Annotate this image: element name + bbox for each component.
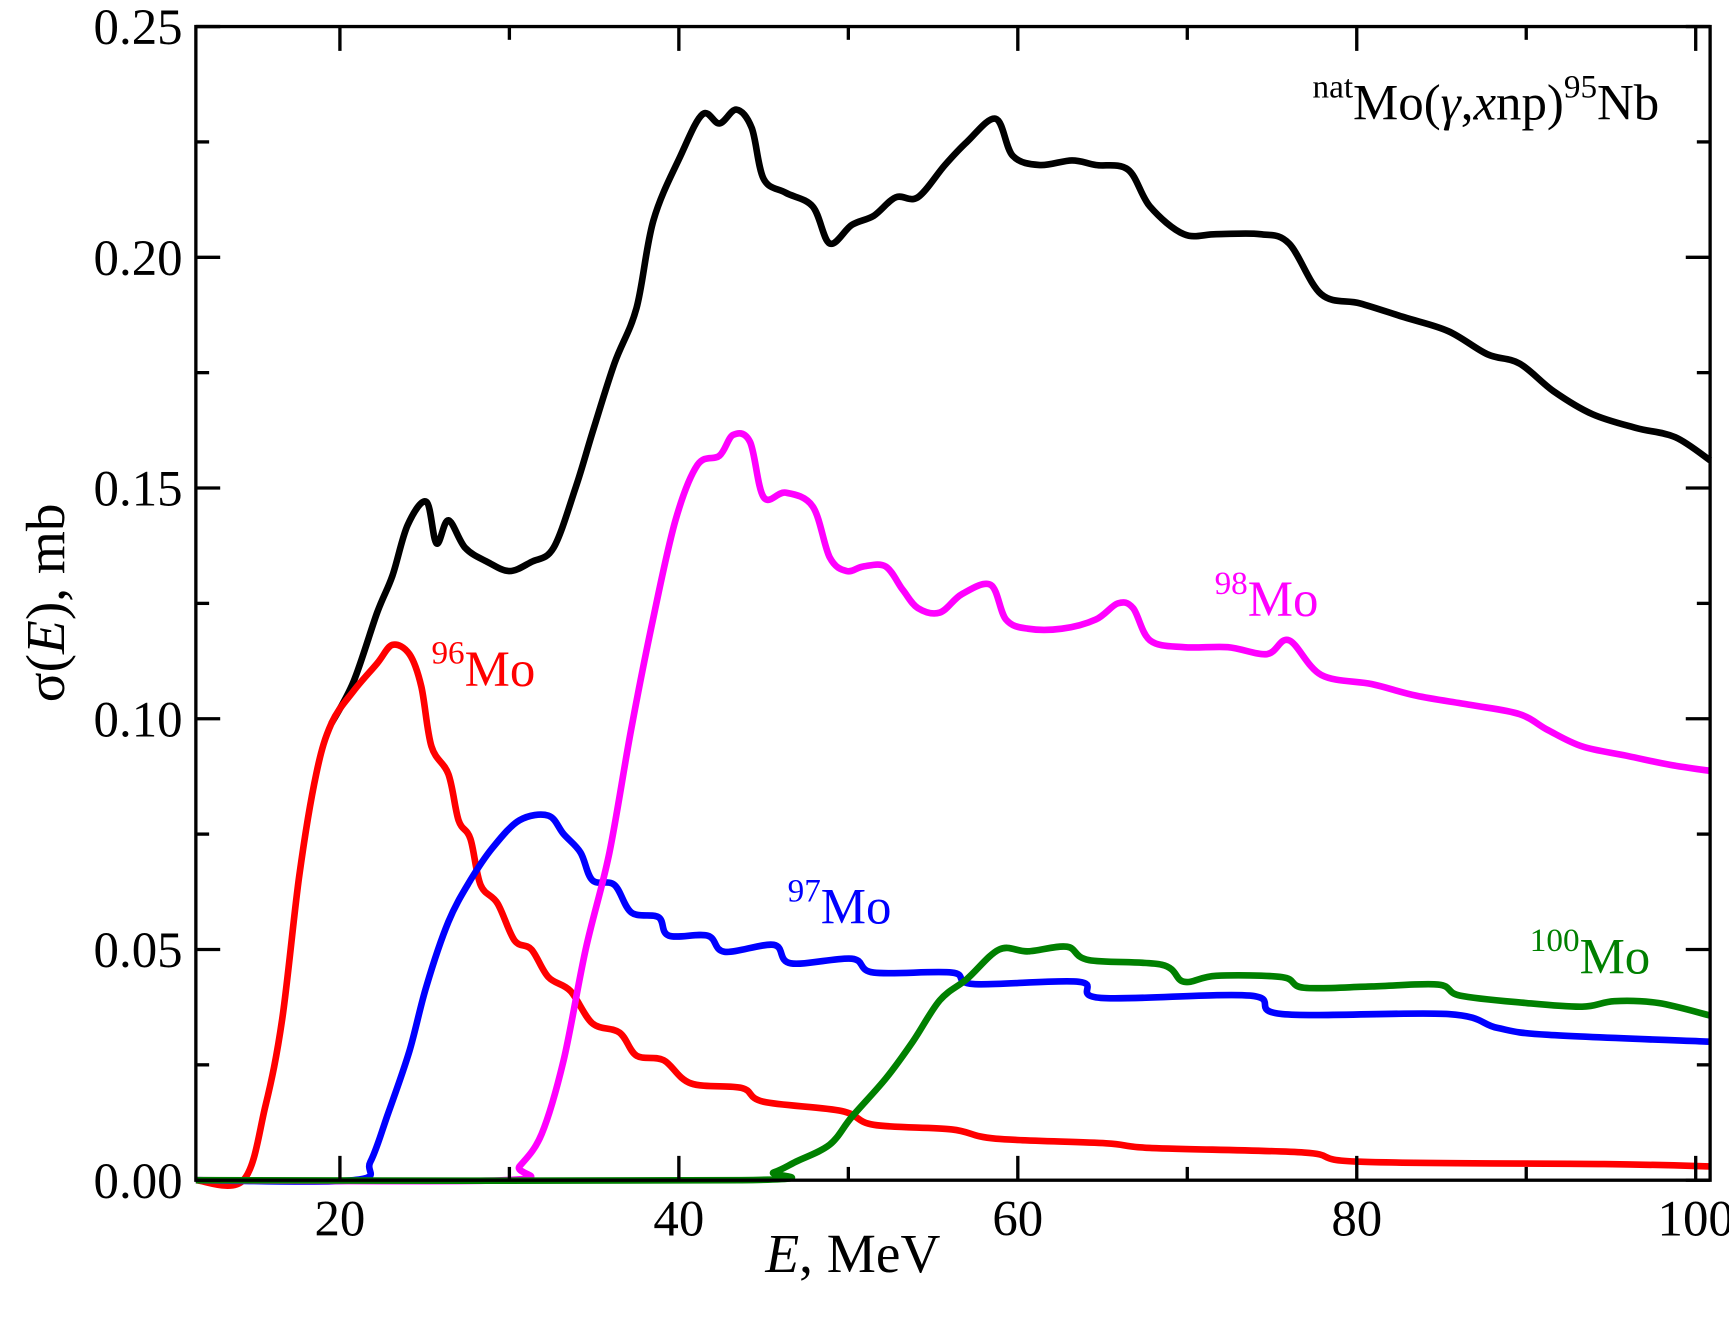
y-tick-labels: 0.00 0.05 0.10 0.15 0.20 0.25 <box>94 0 183 1210</box>
reaction-comma: , <box>1461 75 1474 131</box>
reaction-product: Nb <box>1597 75 1659 131</box>
label-100mo: 100Mo <box>1530 922 1650 985</box>
series-line-97mo <box>195 811 1711 1185</box>
label-98mo-mass: 98 <box>1215 565 1248 602</box>
x-tick-label: 40 <box>653 1192 704 1248</box>
y-axis-suffix: ), mb <box>15 503 76 620</box>
series-line-100mo <box>195 943 1711 1185</box>
y-axis-prefix: σ( <box>15 654 76 702</box>
label-96mo-mass: 96 <box>431 635 464 672</box>
y-axis-title: σ(E), mb <box>15 503 76 702</box>
x-tick-label: 80 <box>1331 1192 1382 1248</box>
reaction-rest: np) <box>1496 75 1564 131</box>
label-97mo-element: Mo <box>821 880 892 936</box>
x-axis-var: E <box>764 1223 799 1284</box>
ticks <box>195 24 1711 1182</box>
series-line-98mo <box>195 430 1711 1185</box>
label-98mo: 98Mo <box>1215 565 1319 628</box>
y-tick-label: 0.10 <box>94 692 183 748</box>
label-97mo: 97Mo <box>788 872 892 935</box>
y-tick-label: 0.05 <box>94 923 183 979</box>
label-96mo-element: Mo <box>465 642 536 698</box>
y-tick-label: 0.15 <box>94 462 183 518</box>
reaction-annotation: natMo(γ,xnp)95Nb <box>1313 68 1660 131</box>
curves <box>195 106 1713 1189</box>
y-tick-label: 0.20 <box>94 231 183 287</box>
label-98mo-element: Mo <box>1248 572 1319 628</box>
reaction-x: x <box>1472 75 1496 131</box>
y-axis-var: E <box>15 620 76 655</box>
x-axis-title: E, MeV <box>764 1223 940 1284</box>
y-tick-label: 0.00 <box>94 1154 183 1210</box>
x-tick-label: 100 <box>1658 1192 1729 1248</box>
label-97mo-mass: 97 <box>788 872 821 909</box>
series-line-natmo-total <box>328 106 1713 725</box>
reaction-prefix: nat <box>1313 68 1354 105</box>
label-100mo-element: Mo <box>1580 929 1651 985</box>
x-tick-label: 60 <box>992 1192 1043 1248</box>
reaction-product-mass: 95 <box>1564 68 1597 105</box>
label-96mo: 96Mo <box>431 635 535 698</box>
reaction-target: Mo( <box>1353 75 1441 131</box>
label-100mo-mass: 100 <box>1530 922 1580 959</box>
x-tick-labels: 20 40 60 80 100 <box>314 1192 1729 1248</box>
x-tick-label: 20 <box>314 1192 365 1248</box>
x-axis-unit: , MeV <box>799 1223 940 1284</box>
reaction-gamma: γ <box>1441 75 1463 131</box>
series-line-96mo <box>195 641 1711 1189</box>
y-tick-label: 0.25 <box>94 0 183 56</box>
